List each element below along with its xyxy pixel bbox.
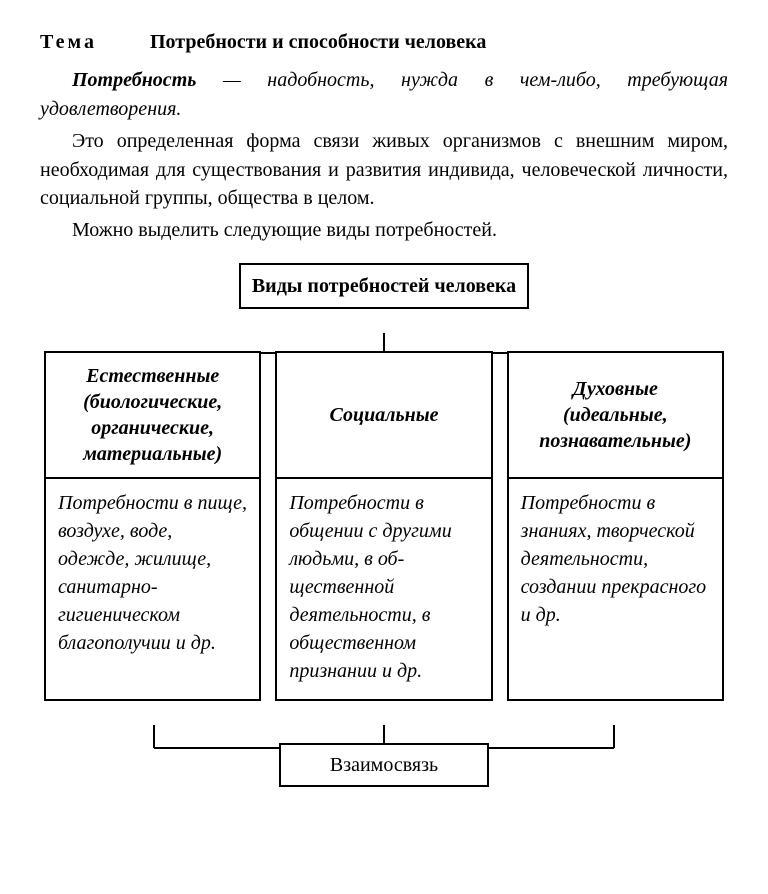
description-paragraph: Это определенная форма связи живых орган… (40, 127, 728, 212)
term: Потребность (72, 69, 196, 91)
column-natural-head: Естественные (биологические, органически… (44, 351, 261, 479)
topic-title: Потребности и способности человека (150, 31, 486, 53)
column-natural: Естественные (биологические, органически… (44, 351, 261, 701)
needs-diagram: Виды потребностей человека Естественные … (44, 263, 724, 787)
column-natural-body: Потребности в пище, воздухе, воде, одежд… (44, 479, 261, 701)
column-social-body: Потребности в общении с други­ми людьми,… (275, 479, 492, 701)
column-social: Социальные Потребности в общении с други… (275, 351, 492, 701)
topic-label: Тема (40, 31, 97, 53)
column-spiritual-head: Духовные (идеальные, познаватель­ные) (507, 351, 724, 479)
diagram-columns: Естественные (биологические, органически… (44, 351, 724, 701)
diagram-root: Виды потребностей человека (239, 263, 529, 309)
topic-line: Тема Потребности и способности человека (40, 28, 728, 56)
dash: — (196, 69, 267, 91)
diagram-bottom: Взаимосвязь (279, 743, 489, 787)
column-social-head: Социальные (275, 351, 492, 479)
column-spiritual: Духовные (идеальные, познаватель­ные) По… (507, 351, 724, 701)
definition-paragraph: Потребность — надобность, нужда в чем-ли… (40, 66, 728, 123)
column-spiritual-body: Потребности в знаниях, твор­ческой деяте… (507, 479, 724, 701)
intro-paragraph: Можно выделить следующие виды потребност… (40, 216, 728, 244)
